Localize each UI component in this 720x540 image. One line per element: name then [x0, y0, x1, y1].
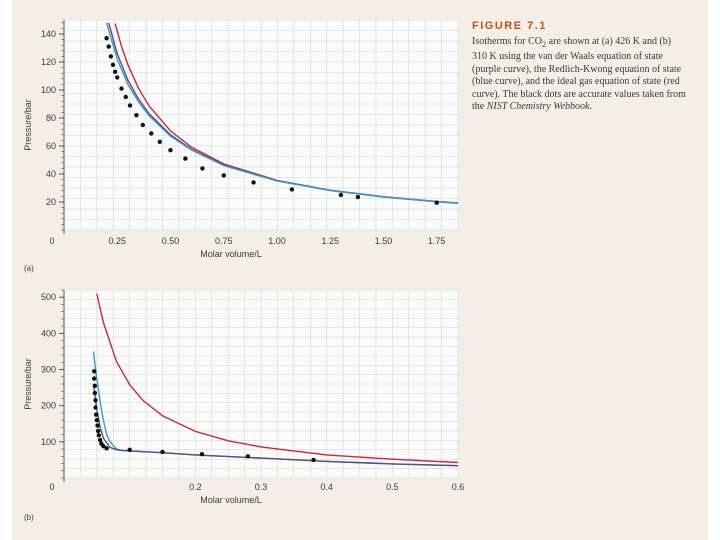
- x-tick-label: 0.2: [189, 482, 202, 492]
- x-axis-title: Molar volume/L: [200, 495, 262, 505]
- y-tick-label: 200: [41, 401, 56, 411]
- x-axis-title: Molar volume/L: [200, 249, 262, 259]
- nist-data-point: [93, 405, 98, 410]
- caption-text: Isotherms for CO2 are shown at (a) 426 K…: [472, 36, 687, 114]
- nist-data-point: [92, 369, 97, 374]
- caption-text-part: .: [589, 101, 593, 112]
- nist-data-point: [140, 122, 145, 128]
- nist-data-point: [127, 103, 133, 108]
- nist-data-point: [200, 166, 205, 171]
- nist-data-point: [92, 383, 98, 389]
- series-line-van-der-waals: [92, 383, 458, 467]
- nist-data-point: [160, 449, 165, 455]
- chart-panel-a: 20 40 60 80 100 120 140 0 0.25 0.50 0.75 1.00 1.25 1.…: [23, 19, 459, 273]
- nist-data-point: [251, 180, 256, 185]
- y-tick-label: 80: [46, 113, 56, 123]
- x-tick-label: 0.3: [255, 482, 268, 492]
- y-tick-label: 100: [41, 437, 56, 447]
- nist-data-point: [104, 446, 109, 451]
- y-axis-title: Pressure/bar: [23, 99, 33, 151]
- nist-data-point: [123, 94, 128, 100]
- y-axis-title: Pressure/bar: [23, 358, 33, 410]
- y-tick-label: 120: [41, 57, 56, 67]
- nist-data-point: [97, 437, 103, 443]
- nist-data-point: [92, 390, 98, 396]
- nist-data-point: [157, 139, 163, 144]
- y-tick-label: 60: [46, 141, 56, 151]
- nist-data-point: [183, 156, 188, 161]
- nist-data-point: [110, 62, 116, 67]
- nist-data-point: [108, 54, 114, 59]
- x-tick-label: 0.6: [452, 482, 465, 492]
- x-tick-label: 0.50: [162, 236, 180, 246]
- caption-subscript: 2: [542, 39, 547, 49]
- caption-source-title: NIST Chemistry Webbook: [486, 101, 590, 112]
- nist-data-point: [92, 376, 97, 381]
- nist-data-point: [338, 192, 344, 198]
- nist-data-point: [289, 187, 295, 192]
- nist-data-point: [115, 75, 120, 80]
- nist-data-point: [93, 398, 98, 403]
- nist-data-point: [119, 86, 124, 91]
- y-tick-label: 40: [46, 169, 56, 179]
- series-line-ideal-gas: [96, 293, 458, 464]
- x-tick-label: 0: [49, 236, 54, 246]
- nist-data-point: [112, 69, 118, 75]
- nist-data-point: [95, 428, 101, 434]
- nist-data-point: [311, 457, 316, 463]
- x-tick-label: 0.25: [108, 236, 126, 246]
- y-tick-label: 300: [41, 365, 56, 375]
- y-tick-label: 100: [41, 85, 56, 95]
- nist-data-point: [134, 113, 139, 118]
- nist-data-point: [245, 454, 251, 459]
- x-tick-label: 1.25: [321, 236, 339, 246]
- figure-caption: FIGURE 7.1 Isotherms for CO2 are shown a…: [472, 20, 687, 114]
- nist-data-point: [168, 148, 173, 153]
- nist-data-point: [94, 417, 100, 423]
- y-tick-label: 400: [41, 328, 56, 338]
- nist-data-point: [95, 423, 100, 428]
- y-tick-label: 140: [41, 29, 56, 39]
- nist-data-point: [96, 433, 102, 438]
- nist-data-point: [221, 173, 226, 178]
- nist-data-point: [93, 412, 99, 417]
- x-tick-label: 1.75: [428, 236, 446, 246]
- nist-data-point: [127, 447, 132, 452]
- panel-label: (b): [24, 513, 34, 522]
- x-tick-label: 0.5: [386, 482, 399, 492]
- series-line-redlich-kwong: [105, 22, 458, 204]
- figure-number: FIGURE 7.1: [472, 20, 547, 32]
- x-tick-label: 0.75: [215, 236, 233, 246]
- nist-data-point: [101, 443, 106, 449]
- x-tick-label: 0.4: [320, 482, 333, 492]
- nist-data-point: [199, 451, 205, 457]
- nist-data-point: [355, 194, 361, 200]
- x-tick-label: 1.00: [268, 236, 286, 246]
- y-tick-label: 500: [41, 292, 56, 302]
- nist-data-point: [434, 200, 439, 205]
- nist-data-point: [106, 44, 111, 49]
- chart-panel-b: 100 200 300 400 500 0 0.2 0.3 0.4 0.5 0.6 Molar vol…: [23, 289, 465, 522]
- caption-text-part: are shown at (a) 426 K and (b) 310 K usi…: [472, 35, 686, 113]
- x-tick-label: 0: [49, 482, 54, 492]
- nist-data-point: [149, 131, 154, 136]
- panel-label: (a): [24, 264, 34, 273]
- nist-data-point: [104, 36, 109, 41]
- x-tick-label: 1.50: [375, 236, 393, 246]
- y-tick-label: 20: [46, 197, 56, 207]
- caption-text-part: Isotherms for CO: [472, 35, 542, 47]
